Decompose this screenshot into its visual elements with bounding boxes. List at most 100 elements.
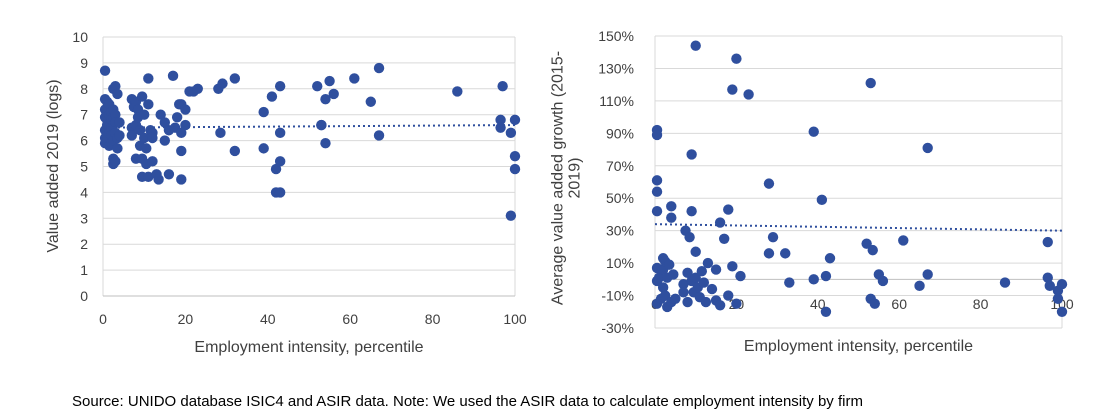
- chart1-data-point: [171, 112, 183, 123]
- chart2-data-point: [714, 217, 726, 228]
- chart1-data-point: [270, 163, 282, 175]
- chart1-y-tick-label: 8: [80, 81, 88, 97]
- chart1-x-tick-label: 100: [503, 311, 527, 327]
- chart2-data-point: [690, 246, 701, 257]
- chart1-data-point: [112, 88, 123, 100]
- chart2-y-tick-label: -10%: [601, 288, 634, 304]
- chart2-data-point: [820, 306, 832, 317]
- chart2-data-point: [867, 244, 878, 256]
- chart1-data-point: [373, 130, 385, 141]
- chart1-data-point: [159, 135, 170, 146]
- chart2-data-point: [678, 287, 689, 298]
- source-note: Source: UNIDO database ISIC4 and ASIR da…: [72, 393, 863, 410]
- chart2-data-point: [666, 201, 677, 212]
- chart2-data-point: [686, 206, 697, 217]
- chart1-data-point: [217, 78, 228, 89]
- chart2-data-point: [651, 129, 663, 141]
- chart1-y-tick-label: 6: [80, 133, 88, 149]
- chart1-data-point: [163, 169, 175, 180]
- chart1-data-point: [139, 109, 150, 120]
- chart2-data-point: [808, 126, 819, 137]
- chart1-data-point: [167, 70, 179, 82]
- chart2-y-tick-label: 90%: [606, 125, 634, 141]
- chart2-data-point: [682, 296, 693, 308]
- chart2-data-point: [767, 231, 779, 243]
- chart1-x-tick-label: 40: [260, 311, 276, 327]
- chart2-data-point: [727, 261, 738, 272]
- chart1-data-point: [126, 130, 138, 141]
- chart1-data-point: [143, 73, 154, 84]
- chart1-data-point: [497, 81, 508, 92]
- chart2-data-point: [702, 257, 714, 269]
- chart2-y-tick-label: 150%: [598, 28, 634, 44]
- chart2-x-tick-label: 40: [810, 296, 826, 312]
- chart2-data-point: [653, 272, 665, 283]
- chart1-data-point: [312, 81, 323, 92]
- chart1-data-point: [320, 137, 331, 149]
- chart1-data-point: [509, 163, 521, 175]
- chart2-data-point: [999, 277, 1011, 288]
- chart2-data-point: [877, 275, 889, 287]
- chart1-data-point: [316, 119, 327, 131]
- chart1-data-point: [365, 96, 376, 107]
- chart1-data-point: [143, 99, 154, 110]
- chart1-data-point: [141, 143, 152, 154]
- chart2-data-point: [914, 280, 925, 292]
- chart2-data-point: [723, 204, 734, 215]
- chart2-data-point: [698, 277, 710, 288]
- chart1-trendline: [102, 124, 516, 129]
- chart2-data-point: [659, 290, 671, 301]
- chart1-data-point: [229, 145, 241, 157]
- chart2-data-point: [718, 233, 730, 244]
- chart1-data-point: [274, 81, 286, 92]
- chart2-y-tick-label: 10%: [606, 255, 634, 271]
- chart2-data-point: [706, 283, 718, 295]
- chart2-data-point: [780, 248, 791, 259]
- chart1-data-point: [112, 143, 123, 154]
- chart2-data-point: [651, 206, 663, 217]
- chart1-data-point: [176, 145, 187, 157]
- chart2-data-point: [922, 269, 933, 280]
- chart1-x-tick-label: 20: [178, 311, 194, 327]
- chart1-data-point: [349, 73, 360, 84]
- chart2-data-point: [865, 77, 876, 89]
- chart1-data-point: [258, 143, 269, 154]
- chart2-x-axis-label: Employment intensity, percentile: [744, 338, 973, 355]
- chart2-data-point: [657, 282, 669, 293]
- chart1-data-point: [143, 171, 154, 183]
- chart1-data-point: [153, 174, 164, 185]
- chart1-data-point: [258, 106, 269, 118]
- chart2-data-point: [696, 266, 708, 277]
- chart1-y-tick-label: 2: [80, 236, 88, 252]
- chart2-data-point: [664, 259, 675, 270]
- chart2-x-tick-label: 60: [891, 296, 907, 312]
- chart1-data-point: [139, 132, 150, 144]
- chart2-data-point: [686, 149, 697, 160]
- chart2-data-point: [684, 231, 695, 243]
- chart1-data-point: [320, 93, 331, 105]
- chart2-data-point: [784, 277, 795, 288]
- chart2-data-point: [651, 186, 663, 197]
- chart2-y-axis-label: Average value added growth (2015-: [550, 51, 567, 305]
- chart2-data-point: [670, 293, 681, 304]
- chart2-data-point: [666, 212, 677, 223]
- chart2-y-tick-label: 50%: [606, 190, 634, 206]
- chart2-data-point: [731, 53, 742, 64]
- chart1-data-point: [328, 88, 339, 100]
- chart1-x-tick-label: 0: [99, 311, 107, 327]
- chart1-y-axis-label: Value added 2019 (logs): [45, 79, 62, 252]
- chart2-data-point: [1044, 280, 1055, 292]
- chart1-data-point: [215, 127, 226, 139]
- chart1-data-point: [180, 104, 191, 115]
- chart2-data-point: [824, 253, 836, 264]
- chart1-data-point: [509, 150, 521, 162]
- chart1-data-point: [110, 156, 121, 167]
- chart2-data-point: [1056, 306, 1068, 317]
- chart2-y-tick-label: -30%: [601, 320, 634, 336]
- chart2-data-point: [820, 270, 832, 282]
- chart1-data-point: [192, 83, 203, 95]
- chart2-data-point: [1056, 279, 1068, 290]
- chart1-data-point: [274, 156, 286, 167]
